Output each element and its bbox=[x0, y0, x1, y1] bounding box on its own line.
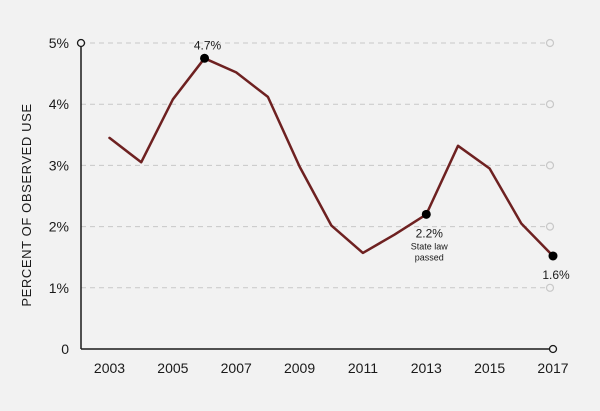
x-tick-label-3: 2009 bbox=[284, 360, 315, 376]
gridline-end-marker-4 bbox=[545, 100, 555, 109]
y-tick-label-5: 5% bbox=[49, 35, 69, 51]
data-label-2: 1.6% bbox=[542, 268, 570, 282]
gridline-end-marker-1 bbox=[545, 283, 555, 292]
x-tick-label-6: 2015 bbox=[474, 360, 505, 376]
axes bbox=[76, 38, 558, 354]
tick-labels: 0 1% 2% 3% 4% 5% 2003 2005 2007 2009 2011 2013 2015 2… bbox=[49, 35, 569, 376]
series-line bbox=[108, 57, 555, 258]
x-tick-label-4: 2011 bbox=[348, 360, 378, 376]
y-tick-label-4: 4% bbox=[49, 96, 69, 112]
x-tick-label-1: 2005 bbox=[157, 360, 188, 376]
gridline-end-marker-3 bbox=[545, 161, 555, 170]
x-axis-end-marker bbox=[548, 344, 558, 354]
annotation-text-1-1: passed bbox=[415, 252, 444, 262]
x-tick-label-7: 2017 bbox=[537, 360, 568, 376]
y-tick-label-2: 2% bbox=[49, 219, 69, 235]
y-axis-end-marker bbox=[76, 38, 86, 48]
annotation-text-1-0: State law bbox=[411, 241, 449, 251]
x-tick-label-5: 2013 bbox=[411, 360, 442, 376]
data-label-1: 2.2% bbox=[416, 226, 444, 240]
gridline-end-marker-5 bbox=[545, 38, 555, 48]
y-tick-label-0: 0 bbox=[61, 341, 69, 357]
gridline-end-marker-2 bbox=[545, 222, 555, 231]
x-tick-label-2: 2007 bbox=[221, 360, 252, 376]
y-tick-label-3: 3% bbox=[49, 157, 69, 173]
data-label-0: 4.7% bbox=[194, 38, 222, 52]
data-point-marker-0 bbox=[200, 53, 210, 63]
data-point-marker-2 bbox=[548, 251, 558, 261]
data-point-marker-1 bbox=[421, 209, 431, 219]
x-tick-label-0: 2003 bbox=[94, 360, 125, 376]
y-tick-label-1: 1% bbox=[49, 280, 69, 296]
gridlines bbox=[81, 38, 555, 292]
y-axis-label: PERCENT OF OBSERVED USE bbox=[19, 103, 34, 306]
